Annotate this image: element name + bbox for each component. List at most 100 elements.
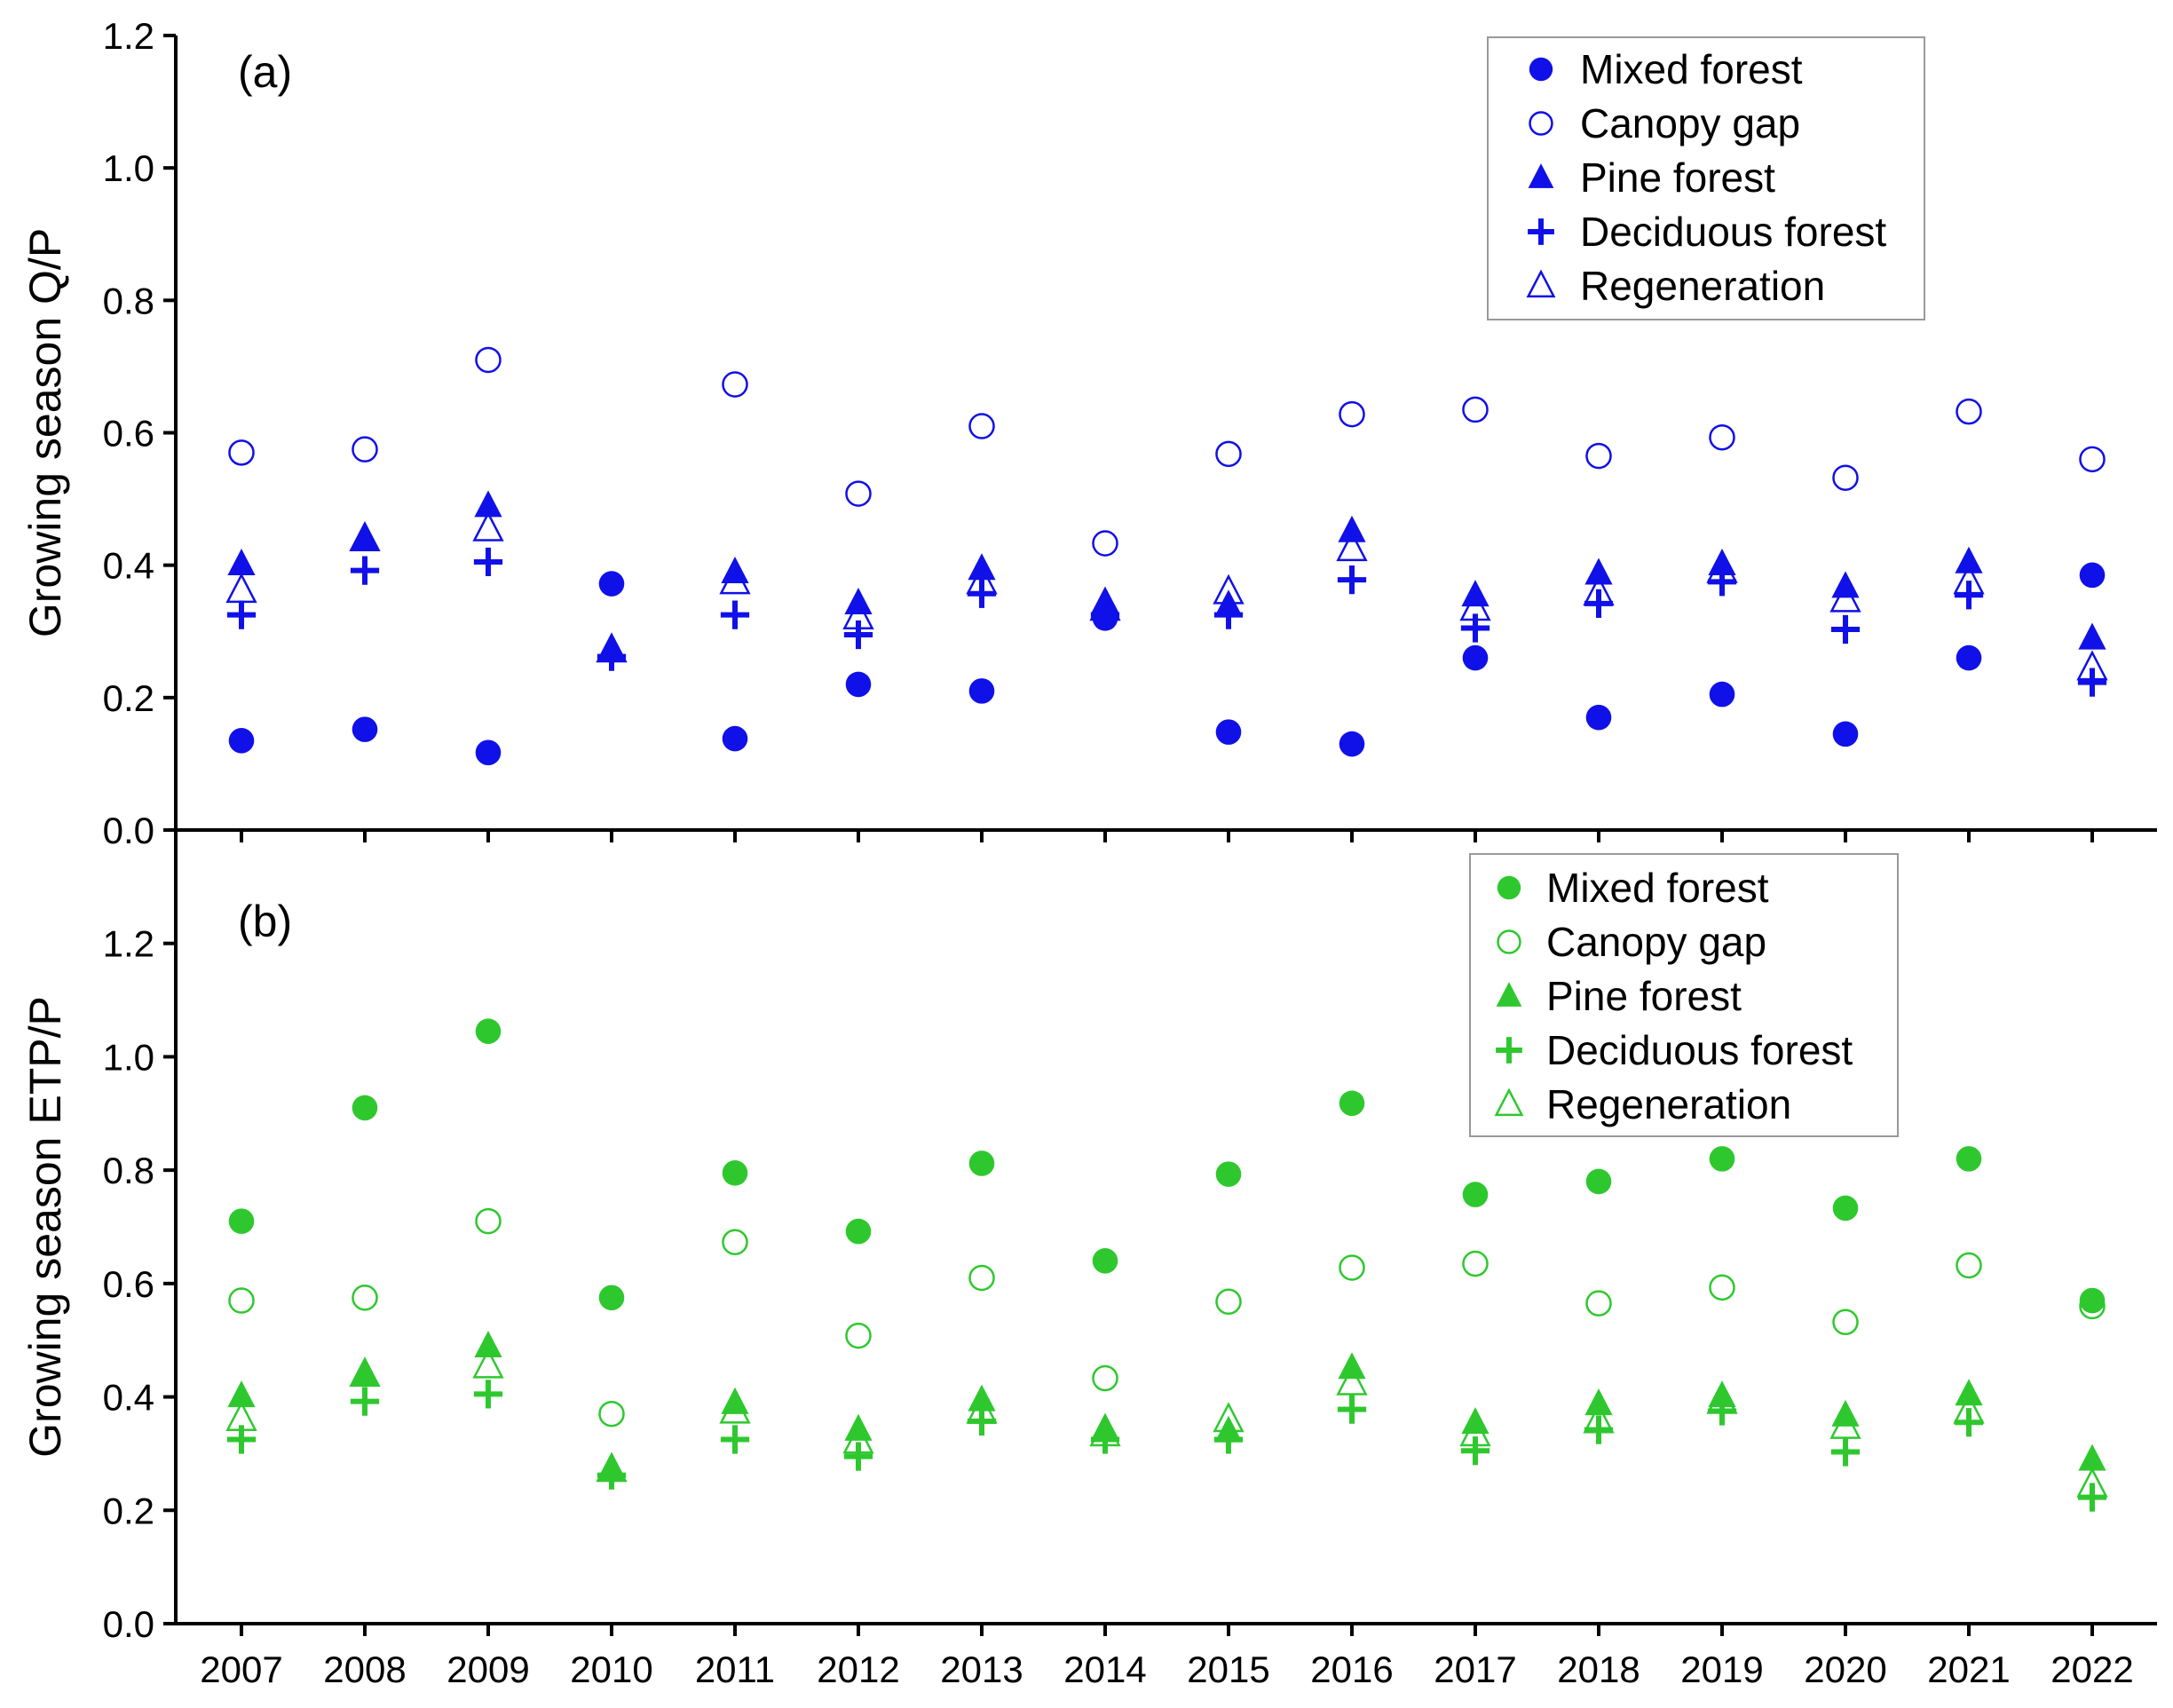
- data-point: [1213, 1402, 1245, 1433]
- data-point: [720, 600, 750, 629]
- data-point: [2079, 562, 2106, 589]
- data-point: [1462, 644, 1489, 671]
- y-tick-label: 0.2: [103, 677, 154, 719]
- data-point: [598, 1285, 625, 1311]
- data-point: [722, 371, 748, 398]
- data-point: [845, 671, 872, 698]
- data-point: [351, 523, 379, 550]
- data-point: [228, 728, 255, 754]
- data-point: [1955, 1379, 1983, 1406]
- data-point: [350, 556, 380, 585]
- data-point: [1338, 515, 1366, 542]
- y-tick-label: 0.8: [103, 1150, 154, 1191]
- data-point: [352, 716, 378, 742]
- legend-marker: [1494, 1087, 1524, 1117]
- data-point: [1584, 557, 1613, 585]
- data-point: [474, 1330, 502, 1357]
- data-point: [1956, 644, 1982, 671]
- y-tick-label: 1.0: [103, 1036, 154, 1078]
- data-point: [1459, 590, 1491, 621]
- x-tick-label: 2010: [570, 1649, 652, 1690]
- data-point: [1709, 681, 1735, 708]
- data-point: [596, 1451, 628, 1483]
- data-point: [2077, 668, 2107, 697]
- legend-label: Pine forest: [1580, 154, 1775, 201]
- legend-marker: [1497, 929, 1521, 954]
- data-point: [1832, 1195, 1859, 1222]
- data-point: [967, 1406, 997, 1436]
- legend-label: Regeneration: [1580, 263, 1825, 309]
- data-point: [1956, 398, 1982, 425]
- data-point: [1584, 1388, 1613, 1416]
- data-point: [596, 632, 628, 663]
- data-point: [1215, 1161, 1242, 1187]
- data-point: [719, 564, 751, 595]
- data-point: [1089, 590, 1121, 621]
- x-tick-label: 2013: [940, 1649, 1023, 1690]
- legend-label: Canopy gap: [1580, 100, 1800, 146]
- data-point: [472, 1348, 504, 1379]
- data-point: [720, 1425, 750, 1454]
- x-tick-label: 2016: [1310, 1649, 1393, 1690]
- data-point: [1337, 565, 1367, 595]
- data-point: [845, 480, 872, 507]
- data-point: [1956, 1252, 1982, 1279]
- data-point: [1092, 530, 1118, 557]
- y-tick-label: 0.4: [103, 545, 154, 587]
- data-point: [228, 1287, 255, 1314]
- data-point: [719, 1393, 751, 1424]
- data-point: [842, 1423, 874, 1454]
- data-point: [349, 520, 381, 551]
- data-point: [843, 620, 873, 650]
- legend-label: Deciduous forest: [1546, 1027, 1853, 1073]
- data-point: [1459, 1416, 1491, 1447]
- y-tick-label: 0.8: [103, 280, 154, 321]
- data-point: [1830, 1437, 1861, 1467]
- data-point: [227, 549, 256, 576]
- panel-label: (b): [238, 897, 292, 946]
- data-point: [1706, 1383, 1738, 1414]
- data-point: [722, 1229, 748, 1256]
- data-point: [1953, 1393, 1985, 1424]
- x-tick-label: 2019: [1680, 1649, 1763, 1690]
- legend-marker: [1529, 57, 1553, 82]
- data-point: [2079, 446, 2106, 473]
- data-point: [845, 1322, 872, 1349]
- data-point: [352, 1095, 378, 1121]
- data-point: [1092, 1364, 1118, 1392]
- legend-marker: [1526, 269, 1556, 298]
- data-point: [1829, 581, 1861, 613]
- legend-marker: [1528, 163, 1554, 188]
- data-point: [598, 1400, 625, 1427]
- y-tick-label: 0.4: [103, 1377, 154, 1419]
- x-tick-label: 2009: [446, 1649, 529, 1690]
- legend-label: Pine forest: [1546, 973, 1742, 1019]
- y-tick-label: 0.0: [103, 1603, 154, 1645]
- data-point: [1215, 719, 1242, 745]
- data-point: [1337, 1395, 1367, 1424]
- y-tick-label: 1.0: [103, 147, 154, 189]
- data-point: [1585, 1290, 1612, 1317]
- legend-marker: [1496, 982, 1522, 1007]
- data-point: [228, 1208, 255, 1234]
- data-point: [1213, 1425, 1244, 1454]
- data-point: [966, 564, 998, 595]
- data-point: [227, 1380, 256, 1408]
- data-point: [1213, 600, 1244, 629]
- data-point: [349, 1356, 381, 1388]
- data-point: [597, 1460, 627, 1490]
- data-point: [225, 573, 257, 604]
- data-point: [475, 739, 502, 766]
- data-point: [1585, 704, 1612, 731]
- x-tick-label: 2020: [1804, 1649, 1886, 1690]
- data-point: [843, 1442, 873, 1471]
- data-point: [350, 1387, 380, 1416]
- legend-label: Mixed forest: [1580, 46, 1803, 92]
- data-point: [474, 490, 502, 518]
- data-point: [845, 1218, 872, 1245]
- x-tick-label: 2022: [2051, 1649, 2133, 1690]
- x-tick-label: 2021: [1927, 1649, 2010, 1690]
- panel-label: (a): [238, 47, 292, 97]
- data-point: [352, 436, 378, 463]
- data-point: [228, 439, 255, 466]
